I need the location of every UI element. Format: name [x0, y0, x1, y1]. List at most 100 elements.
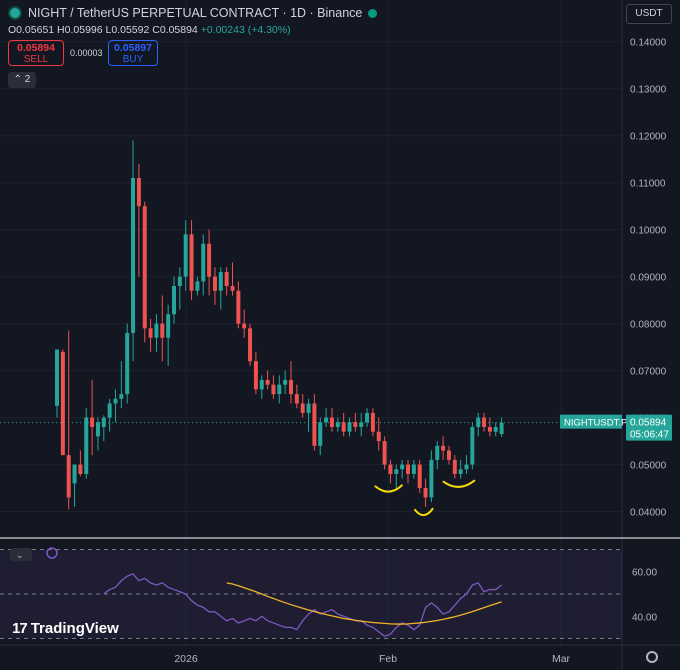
candle-body [335, 422, 340, 427]
candle-body [353, 422, 358, 427]
change-value: +0.00243 (+4.30%) [200, 24, 291, 36]
candle-body [236, 290, 241, 324]
y-tick-label: 0.14000 [630, 38, 667, 49]
y-tick-label: 0.12000 [630, 132, 667, 143]
high-value: H0.05996 [57, 24, 103, 36]
rsi-line [103, 573, 502, 638]
candle-body [476, 417, 481, 427]
candle-body [66, 455, 71, 498]
spread-value: 0.00003 [70, 48, 103, 58]
chart-header: NIGHT / TetherUS PERPETUAL CONTRACT · 1D… [8, 6, 378, 20]
candle-body [201, 243, 206, 282]
candle-body [136, 177, 141, 207]
candle-body [312, 403, 317, 446]
candle-body [417, 464, 422, 489]
candle-body [318, 422, 323, 446]
candle-body [441, 445, 446, 451]
candle-body [253, 361, 258, 390]
buy-label: BUY [122, 54, 144, 65]
x-tick-label: Mar [552, 653, 571, 665]
candle-body [101, 417, 106, 427]
candle-body [95, 422, 100, 437]
annotation-curve [374, 484, 403, 493]
candle-body [207, 243, 212, 277]
candle-body [365, 412, 370, 423]
candle-body [271, 384, 276, 395]
open-value: O0.05651 [8, 24, 55, 36]
symbol-logo-icon [8, 6, 22, 20]
candle-body [183, 234, 188, 277]
rsi-collapse-button[interactable] [10, 548, 32, 561]
candle-body [458, 469, 463, 474]
candle-body [248, 328, 253, 362]
candle-body [423, 488, 428, 498]
sell-price: 0.05894 [17, 42, 55, 54]
candle-body [172, 286, 176, 315]
settings-gear-icon[interactable] [646, 651, 658, 663]
candle-body [107, 403, 112, 418]
chart-title[interactable]: NIGHT / TetherUS PERPETUAL CONTRACT · 1D… [28, 6, 363, 20]
currency-button[interactable]: USDT [626, 4, 672, 24]
candle-body [230, 286, 235, 291]
candle-body [411, 464, 416, 474]
rsi-indicator-icon[interactable] [46, 547, 58, 559]
chevron-up-icon: ⌃ [13, 74, 23, 85]
candle-body [78, 464, 83, 474]
low-value: L0.05592 [105, 24, 150, 36]
candle-body [265, 380, 270, 385]
candle-body [452, 459, 457, 474]
candle-body [55, 349, 59, 406]
candle-body [429, 459, 434, 498]
buy-button[interactable]: 0.05897 BUY [108, 40, 158, 66]
candle-body [72, 464, 77, 484]
brand-name: TradingView [30, 620, 119, 637]
candle-body [177, 276, 182, 287]
candle-body [125, 333, 130, 395]
candle-body [347, 422, 352, 432]
chevron-down-icon: ⌄ [16, 550, 24, 560]
rsi-ma-line [226, 582, 502, 625]
candle-body [482, 417, 487, 427]
candle-body [470, 426, 475, 465]
symbol-label-box [560, 414, 622, 429]
buy-price: 0.05897 [114, 42, 152, 54]
candle-body [382, 441, 387, 465]
y-tick-label: 0.13000 [630, 85, 667, 96]
rsi-tick-label: 60.00 [632, 568, 657, 579]
candle-body [84, 417, 89, 474]
candle-body [394, 469, 399, 474]
rsi-band-fill [0, 549, 622, 639]
annotation-curve [442, 479, 476, 488]
close-value: C0.05894 [152, 24, 198, 36]
last-price-box [626, 414, 672, 441]
candle-body [90, 417, 95, 427]
candle-body [359, 422, 364, 427]
y-tick-label: 0.11000 [630, 179, 666, 190]
candle-body [370, 412, 375, 432]
candle-body [142, 206, 147, 329]
symbol-label: NIGHTUSDT.P [564, 418, 627, 429]
y-tick-label: 0.08000 [630, 320, 667, 331]
candle-body [400, 464, 405, 470]
candle-body [283, 380, 288, 385]
candle-body [388, 464, 393, 474]
candle-body [189, 234, 194, 291]
candle-body [499, 422, 504, 435]
y-tick-label: 0.05000 [630, 461, 667, 472]
candle-body [119, 394, 124, 399]
candle-body [306, 403, 311, 413]
candle-body [195, 281, 200, 291]
tradingview-logo: 17 TradingView [12, 620, 119, 637]
candle-body [294, 394, 299, 404]
candle-body [131, 177, 136, 334]
candle-body [300, 403, 305, 413]
candle-body [341, 422, 346, 432]
candle-body [113, 398, 118, 404]
candle-body [60, 351, 65, 456]
sell-button[interactable]: 0.05894 SELL [8, 40, 64, 66]
annotation-curve [413, 507, 434, 517]
candle-body [289, 380, 293, 395]
indicators-toggle-button[interactable]: ⌃ 2 [8, 72, 36, 88]
